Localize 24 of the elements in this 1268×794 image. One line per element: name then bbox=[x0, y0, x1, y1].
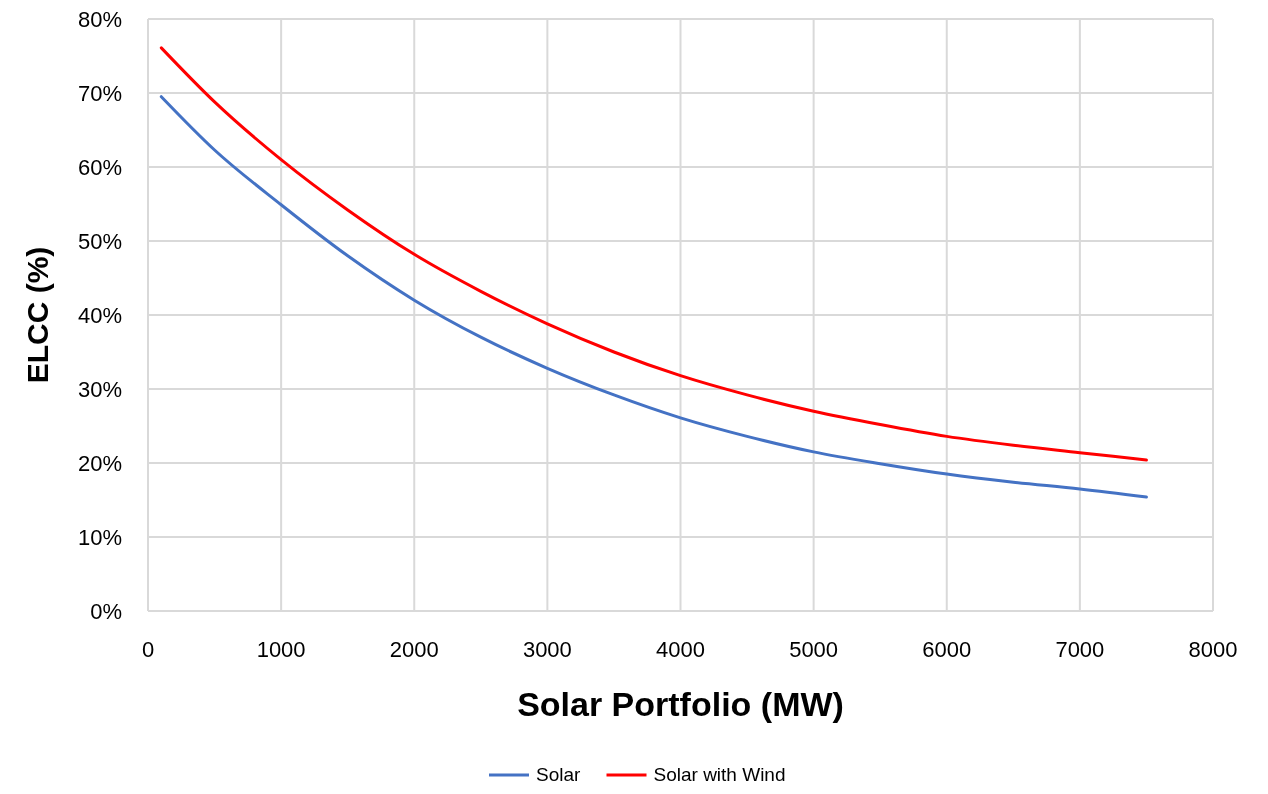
y-tick-label: 80% bbox=[77, 7, 122, 32]
x-tick-label: 8000 bbox=[1188, 637, 1238, 662]
x-tick-label: 7000 bbox=[1055, 637, 1105, 662]
y-tick-label: 50% bbox=[77, 229, 122, 254]
line-series bbox=[159, 95, 1148, 499]
x-tick-label: 6000 bbox=[922, 637, 972, 662]
x-tick-label: 5000 bbox=[789, 637, 839, 662]
legend-label: Solar with Wind bbox=[653, 764, 786, 785]
line-series bbox=[159, 46, 1148, 462]
x-tick-label: 3000 bbox=[522, 637, 572, 662]
y-tick-label: 30% bbox=[77, 377, 122, 402]
y-tick-label: 70% bbox=[77, 81, 122, 106]
y-axis-title: ELCC (%) bbox=[21, 246, 54, 384]
x-tick-label: 2000 bbox=[389, 637, 439, 662]
x-tick-label: 0 bbox=[141, 637, 155, 662]
x-tick-label: 1000 bbox=[256, 637, 306, 662]
legend-label: Solar bbox=[536, 764, 582, 785]
x-tick-label: 4000 bbox=[656, 637, 705, 662]
y-tick-label: 10% bbox=[77, 525, 122, 550]
y-tick-label: 40% bbox=[77, 303, 122, 328]
y-tick-label: 0% bbox=[90, 599, 122, 624]
y-tick-label: 60% bbox=[77, 155, 122, 180]
y-tick-label: 20% bbox=[77, 451, 122, 476]
x-axis-title: Solar Portfolio (MW) bbox=[517, 685, 844, 723]
